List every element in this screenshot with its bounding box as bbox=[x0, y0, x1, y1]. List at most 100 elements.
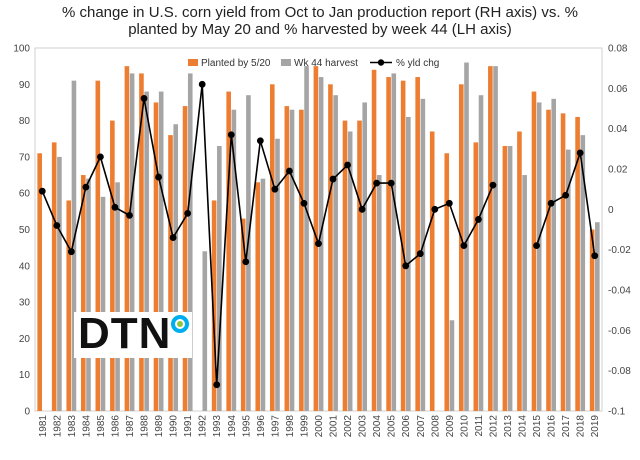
point-pct-yld-chg bbox=[198, 80, 206, 88]
bar-wk-44-harvest bbox=[493, 66, 498, 412]
x-axis-tick-label: 2013 bbox=[503, 415, 514, 438]
bar-planted-by-5-20 bbox=[80, 175, 86, 411]
bar-planted-by-5-20 bbox=[342, 120, 348, 411]
point-pct-yld-chg bbox=[329, 175, 337, 183]
bar-planted-by-5-20 bbox=[575, 116, 580, 411]
legend-label-pct-yld-chg: % yld chg bbox=[396, 58, 439, 69]
bar-wk-44-harvest bbox=[522, 175, 527, 411]
point-pct-yld-chg bbox=[184, 209, 192, 217]
bar-planted-by-5-20 bbox=[488, 66, 493, 412]
bar-planted-by-5-20 bbox=[182, 106, 188, 411]
bar-wk-44-harvest bbox=[275, 138, 280, 411]
x-axis-tick-label: 1987 bbox=[125, 415, 136, 438]
bar-planted-by-5-20 bbox=[371, 69, 377, 411]
bar-wk-44-harvest bbox=[580, 135, 586, 411]
legend-marker-pct-yld-chg bbox=[377, 59, 385, 66]
bar-planted-by-5-20 bbox=[473, 142, 479, 411]
bar-planted-by-5-20 bbox=[357, 120, 362, 411]
x-axis-tick-label: 2015 bbox=[532, 415, 543, 438]
point-pct-yld-chg bbox=[169, 234, 177, 241]
bar-wk-44-harvest bbox=[478, 95, 484, 411]
x-axis-tick-label: 2014 bbox=[518, 415, 529, 438]
bar-planted-by-5-20 bbox=[328, 84, 333, 412]
bar-wk-44-harvest bbox=[551, 98, 557, 411]
point-pct-yld-chg bbox=[97, 153, 104, 161]
bar-wk-44-harvest bbox=[158, 91, 164, 411]
bar-wk-44-harvest bbox=[376, 175, 382, 411]
point-pct-yld-chg bbox=[402, 262, 410, 270]
point-pct-yld-chg bbox=[533, 242, 540, 250]
bar-planted-by-5-20 bbox=[110, 120, 115, 411]
left-axis-tick-label: 30 bbox=[19, 298, 31, 309]
point-pct-yld-chg bbox=[431, 205, 439, 213]
bar-wk-44-harvest bbox=[144, 91, 149, 411]
bar-planted-by-5-20 bbox=[400, 80, 406, 412]
bar-planted-by-5-20 bbox=[589, 229, 595, 411]
x-axis-tick-label: 1989 bbox=[154, 415, 165, 438]
right-axis-tick-label: -0.06 bbox=[608, 326, 631, 337]
x-axis-tick-label: 1988 bbox=[140, 415, 151, 438]
dtn-logo-wordmark: DTN bbox=[78, 309, 172, 358]
point-pct-yld-chg bbox=[53, 222, 61, 229]
bar-wk-44-harvest bbox=[449, 320, 455, 411]
bar-wk-44-harvest bbox=[347, 131, 353, 412]
left-axis-tick-label: 50 bbox=[19, 225, 31, 236]
x-axis-tick-label: 1992 bbox=[198, 415, 209, 438]
line-series bbox=[38, 80, 599, 389]
x-axis-tick-label: 2003 bbox=[358, 415, 369, 438]
bar-planted-by-5-20 bbox=[429, 131, 435, 412]
x-axis-tick-label: 1993 bbox=[212, 415, 223, 438]
right-axis-tick-label: 0 bbox=[608, 205, 614, 216]
right-axis-tick-label: 0.04 bbox=[608, 124, 628, 135]
x-axis-tick-label: 1990 bbox=[169, 415, 180, 438]
x-axis-tick-label: 2004 bbox=[372, 415, 383, 438]
right-axis-tick-label: -0.08 bbox=[608, 366, 631, 377]
x-axis-tick-label: 1984 bbox=[81, 415, 92, 438]
chart-title-line-1: % change in U.S. corn yield from Oct to … bbox=[61, 4, 579, 21]
plot-border bbox=[34, 47, 603, 412]
bar-wk-44-harvest bbox=[71, 80, 77, 412]
bar-wk-44-harvest bbox=[464, 62, 469, 412]
point-pct-yld-chg bbox=[256, 137, 264, 145]
point-pct-yld-chg bbox=[445, 199, 453, 207]
bar-planted-by-5-20 bbox=[95, 80, 101, 412]
bar-planted-by-5-20 bbox=[240, 218, 246, 411]
bar-wk-44-harvest bbox=[173, 124, 179, 411]
x-axis-tick-label: 1996 bbox=[256, 415, 267, 438]
bar-wk-44-harvest bbox=[565, 149, 571, 411]
x-axis-tick-label: 1981 bbox=[38, 415, 49, 438]
x-axis-tick-label: 2017 bbox=[561, 415, 572, 438]
bar-wk-44-harvest bbox=[202, 251, 208, 411]
bar-planted-by-5-20 bbox=[546, 109, 551, 412]
bar-wk-44-harvest bbox=[260, 178, 266, 411]
bar-planted-by-5-20 bbox=[153, 102, 159, 411]
left-axis-tick-label: 10 bbox=[19, 370, 31, 381]
x-axis-tick-label: 2009 bbox=[445, 415, 456, 438]
bar-planted-by-5-20 bbox=[269, 84, 275, 412]
point-pct-yld-chg bbox=[155, 173, 162, 181]
bar-planted-by-5-20 bbox=[415, 77, 420, 411]
right-axis-tick-label: -0.04 bbox=[608, 286, 631, 297]
bar-planted-by-5-20 bbox=[211, 200, 217, 411]
point-pct-yld-chg bbox=[475, 216, 482, 223]
point-pct-yld-chg bbox=[82, 183, 90, 191]
point-pct-yld-chg bbox=[300, 199, 308, 207]
point-pct-yld-chg bbox=[227, 131, 235, 139]
x-axis-tick-label: 1985 bbox=[96, 415, 107, 438]
point-pct-yld-chg bbox=[387, 179, 395, 187]
dtn-logo-ring-icon bbox=[171, 315, 189, 333]
point-pct-yld-chg bbox=[111, 203, 119, 211]
x-axis-tick-label: 2010 bbox=[459, 415, 470, 438]
left-axis-tick-label: 40 bbox=[19, 261, 31, 272]
legend-label-wk-44-harvest: Wk 44 harvest bbox=[294, 58, 358, 69]
x-axis-tick-label: 2016 bbox=[547, 415, 558, 438]
x-axis-tick-label: 2012 bbox=[488, 415, 499, 438]
right-axis-tick-label: 0.02 bbox=[608, 165, 628, 176]
bar-planted-by-5-20 bbox=[139, 73, 144, 411]
bar-wk-44-harvest bbox=[507, 146, 513, 411]
bar-planted-by-5-20 bbox=[531, 91, 537, 411]
bar-wk-44-harvest bbox=[304, 66, 309, 412]
bar-wk-44-harvest bbox=[391, 73, 397, 411]
left-axis-tick-label: 90 bbox=[19, 80, 31, 91]
point-pct-yld-chg bbox=[591, 252, 599, 260]
